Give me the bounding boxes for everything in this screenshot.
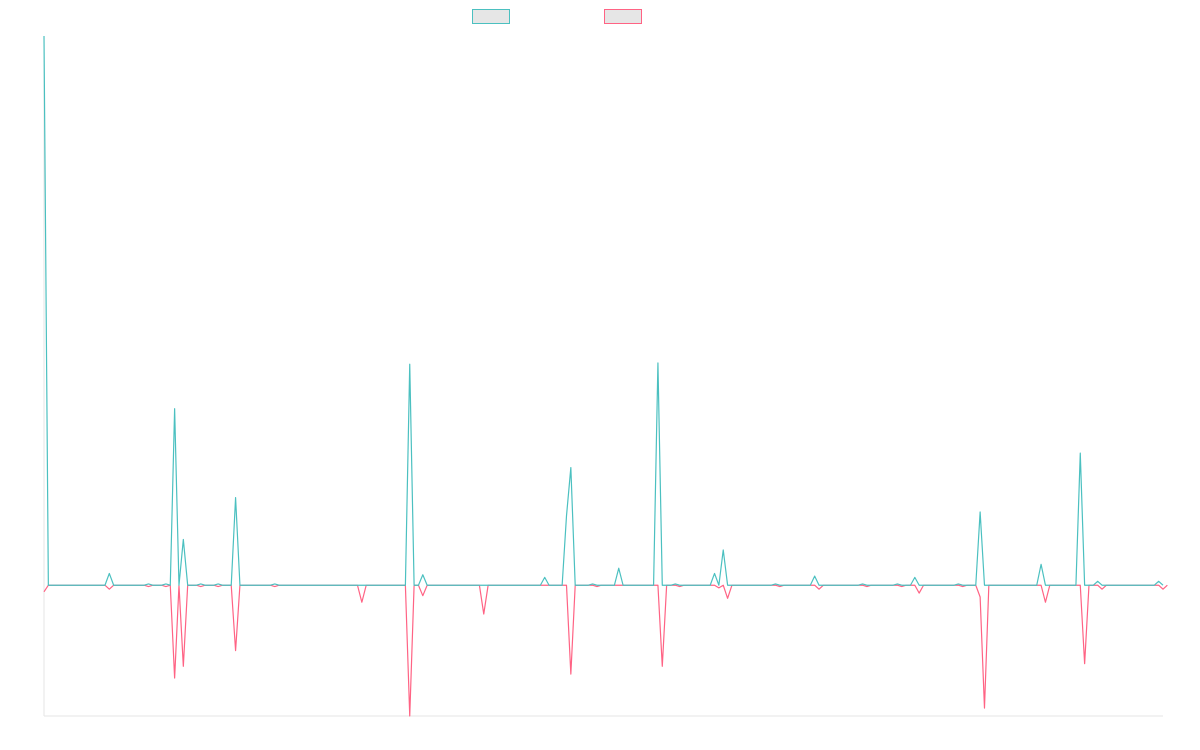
chart-series-layer (43, 35, 1168, 717)
chart-legend (0, 9, 1200, 27)
chart-axes (43, 36, 1163, 717)
legend-swatch-series-1 (472, 9, 510, 24)
legend-item-series-2[interactable] (604, 9, 648, 24)
legend-item-series-1[interactable] (472, 9, 516, 24)
series-line-2[interactable] (43, 584, 1168, 717)
legend-swatch-series-2 (604, 9, 642, 24)
series-line-1[interactable] (43, 35, 1164, 586)
